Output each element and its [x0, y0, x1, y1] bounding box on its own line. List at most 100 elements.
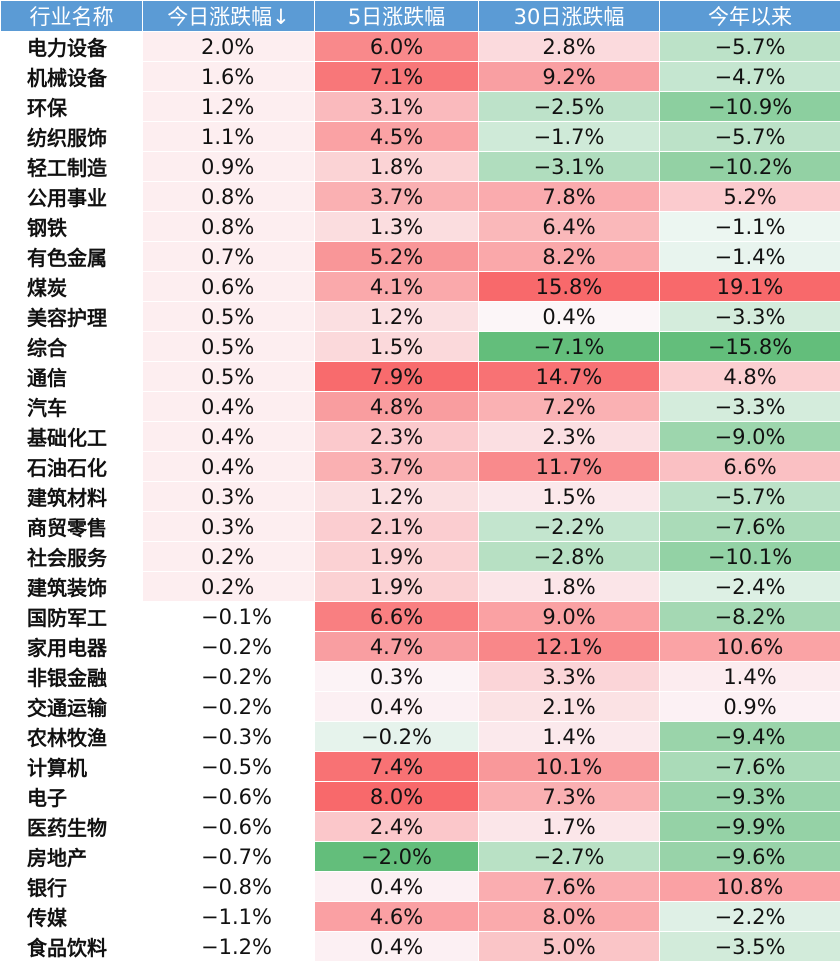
today-change-cell: 1.6% [143, 62, 315, 92]
industry-name-cell: 医药生物 [1, 812, 143, 842]
header-today-change[interactable]: 今日涨跌幅↓ [143, 1, 315, 32]
today-change-cell: 0.4% [143, 452, 315, 482]
today-change-cell: −0.6% [143, 782, 315, 812]
five-day-change-cell: 0.4% [315, 872, 479, 902]
table-row: 国防军工−0.1%6.6%9.0%−8.2% [1, 602, 840, 632]
ytd-change-cell: −10.2% [660, 152, 840, 182]
today-change-cell: −0.2% [143, 662, 315, 692]
five-day-change-cell: 1.8% [315, 152, 479, 182]
ytd-change-cell: 4.8% [660, 362, 840, 392]
header-ytd-change[interactable]: 今年以来 [660, 1, 840, 32]
five-day-change-cell: 1.3% [315, 212, 479, 242]
ytd-change-cell: 1.4% [660, 662, 840, 692]
thirty-day-change-cell: −2.8% [479, 542, 660, 572]
today-change-cell: 2.0% [143, 32, 315, 62]
ytd-change-cell: −2.2% [660, 902, 840, 932]
today-change-cell: 0.3% [143, 482, 315, 512]
thirty-day-change-cell: −2.2% [479, 512, 660, 542]
ytd-change-cell: −3.5% [660, 932, 840, 962]
five-day-change-cell: 1.9% [315, 542, 479, 572]
header-30day-change[interactable]: 30日涨跌幅 [479, 1, 660, 32]
industry-name-cell: 机械设备 [1, 62, 143, 92]
industry-name-cell: 公用事业 [1, 182, 143, 212]
thirty-day-change-cell: 11.7% [479, 452, 660, 482]
five-day-change-cell: 8.0% [315, 782, 479, 812]
ytd-change-cell: 19.1% [660, 272, 840, 302]
industry-name-cell: 农林牧渔 [1, 722, 143, 752]
industry-name-cell: 石油石化 [1, 452, 143, 482]
today-change-cell: −0.6% [143, 812, 315, 842]
thirty-day-change-cell: 7.3% [479, 782, 660, 812]
industry-name-cell: 传媒 [1, 902, 143, 932]
five-day-change-cell: 1.2% [315, 482, 479, 512]
today-change-cell: 1.1% [143, 122, 315, 152]
header-5day-change[interactable]: 5日涨跌幅 [315, 1, 479, 32]
table-row: 房地产−0.7%−2.0%−2.7%−9.6% [1, 842, 840, 872]
today-change-cell: 0.5% [143, 302, 315, 332]
thirty-day-change-cell: 8.0% [479, 902, 660, 932]
today-change-cell: 0.4% [143, 392, 315, 422]
thirty-day-change-cell: 1.8% [479, 572, 660, 602]
today-change-cell: 0.2% [143, 542, 315, 572]
five-day-change-cell: 7.4% [315, 752, 479, 782]
thirty-day-change-cell: −7.1% [479, 332, 660, 362]
ytd-change-cell: −3.3% [660, 302, 840, 332]
thirty-day-change-cell: 10.1% [479, 752, 660, 782]
five-day-change-cell: 0.4% [315, 692, 479, 722]
industry-name-cell: 家用电器 [1, 632, 143, 662]
ytd-change-cell: 5.2% [660, 182, 840, 212]
thirty-day-change-cell: −2.7% [479, 842, 660, 872]
five-day-change-cell: 3.7% [315, 182, 479, 212]
industry-name-cell: 交通运输 [1, 692, 143, 722]
five-day-change-cell: 2.3% [315, 422, 479, 452]
five-day-change-cell: 7.9% [315, 362, 479, 392]
thirty-day-change-cell: 1.7% [479, 812, 660, 842]
today-change-cell: 0.7% [143, 242, 315, 272]
industry-name-cell: 电力设备 [1, 32, 143, 62]
five-day-change-cell: 4.5% [315, 122, 479, 152]
industry-name-cell: 有色金属 [1, 242, 143, 272]
header-industry-name[interactable]: 行业名称 [1, 1, 143, 32]
industry-name-cell: 电子 [1, 782, 143, 812]
industry-name-cell: 建筑装饰 [1, 572, 143, 602]
thirty-day-change-cell: 3.3% [479, 662, 660, 692]
today-change-cell: 1.2% [143, 92, 315, 122]
ytd-change-cell: −9.6% [660, 842, 840, 872]
ytd-change-cell: 6.6% [660, 452, 840, 482]
thirty-day-change-cell: 2.8% [479, 32, 660, 62]
today-change-cell: −0.7% [143, 842, 315, 872]
ytd-change-cell: −9.4% [660, 722, 840, 752]
industry-name-cell: 房地产 [1, 842, 143, 872]
ytd-change-cell: −4.7% [660, 62, 840, 92]
today-change-cell: −0.5% [143, 752, 315, 782]
ytd-change-cell: 10.6% [660, 632, 840, 662]
ytd-change-cell: −9.3% [660, 782, 840, 812]
five-day-change-cell: 0.4% [315, 932, 479, 962]
thirty-day-change-cell: 9.2% [479, 62, 660, 92]
ytd-change-cell: −8.2% [660, 602, 840, 632]
ytd-change-cell: −1.4% [660, 242, 840, 272]
industry-name-cell: 商贸零售 [1, 512, 143, 542]
table-row: 医药生物−0.6%2.4%1.7%−9.9% [1, 812, 840, 842]
five-day-change-cell: 4.6% [315, 902, 479, 932]
industry-name-cell: 国防军工 [1, 602, 143, 632]
industry-name-cell: 计算机 [1, 752, 143, 782]
ytd-change-cell: 0.9% [660, 692, 840, 722]
five-day-change-cell: 3.1% [315, 92, 479, 122]
five-day-change-cell: 3.7% [315, 452, 479, 482]
table-row: 食品饮料−1.2%0.4%5.0%−3.5% [1, 932, 840, 962]
industry-name-cell: 非银金融 [1, 662, 143, 692]
five-day-change-cell: −2.0% [315, 842, 479, 872]
thirty-day-change-cell: −3.1% [479, 152, 660, 182]
